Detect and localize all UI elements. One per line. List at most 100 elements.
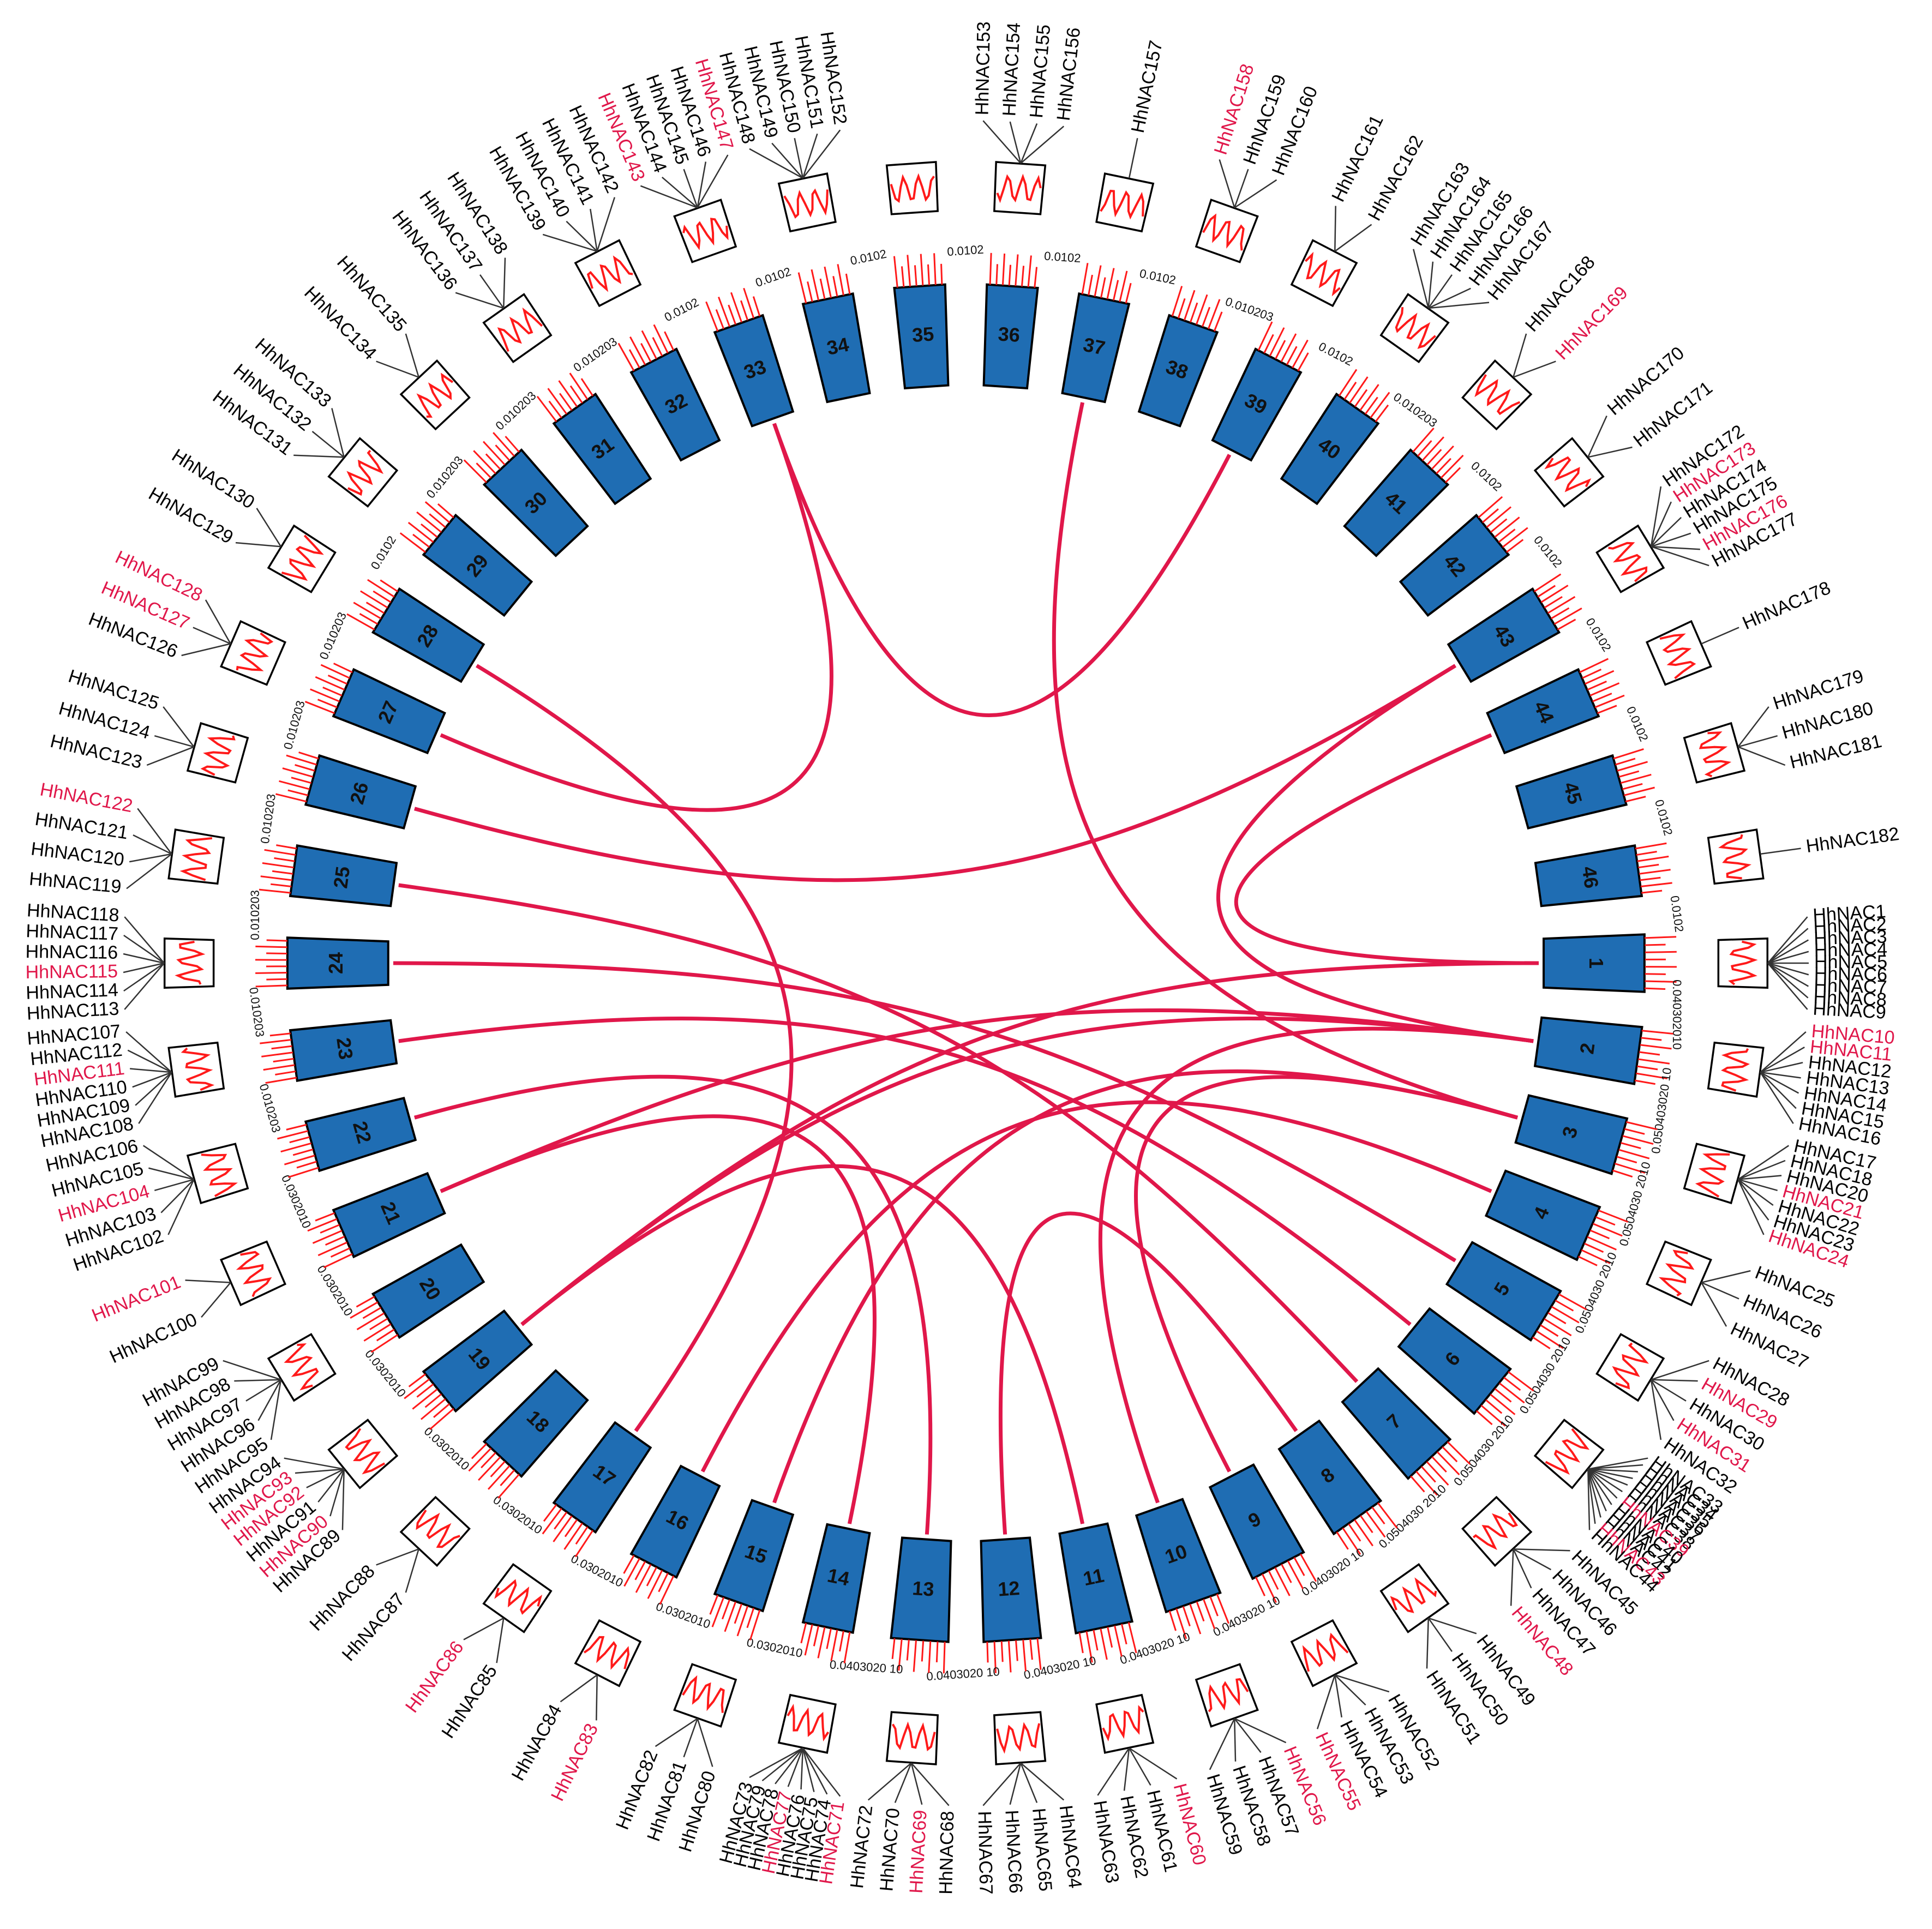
scale-tick bbox=[901, 266, 905, 287]
scale-tick bbox=[1592, 693, 1612, 702]
scale-tick bbox=[837, 264, 844, 296]
density-box bbox=[1595, 524, 1665, 593]
scale-tick bbox=[1354, 389, 1368, 407]
scale-tick bbox=[271, 883, 292, 887]
gene-connector bbox=[1737, 1179, 1765, 1235]
scale-tick bbox=[717, 296, 730, 327]
gene-connector bbox=[127, 1049, 172, 1073]
scale-tick bbox=[653, 324, 669, 354]
gene-connector bbox=[1128, 138, 1138, 179]
gene-connector bbox=[123, 953, 165, 964]
scale-tick bbox=[1183, 290, 1196, 321]
gene-connector bbox=[129, 853, 172, 863]
scale-tick bbox=[485, 453, 501, 470]
density-line bbox=[1659, 633, 1696, 680]
scale-tick bbox=[416, 511, 442, 533]
gene-label: HhNAC7 bbox=[1814, 975, 1887, 998]
gene-connector bbox=[234, 1379, 281, 1382]
scale-tick bbox=[269, 1032, 291, 1037]
gene-connector bbox=[1234, 179, 1277, 208]
scale-tick bbox=[416, 1383, 434, 1398]
density-line bbox=[682, 1675, 725, 1713]
scale-tick bbox=[1498, 528, 1516, 543]
scale-label: 0.010203 bbox=[493, 389, 538, 433]
gene-connector bbox=[1738, 1179, 1778, 1192]
scale-tick bbox=[1618, 1149, 1650, 1159]
scale-tick bbox=[1349, 376, 1369, 404]
scale-tick bbox=[1189, 302, 1198, 323]
scale-tick bbox=[1426, 1461, 1449, 1486]
scale-label: 0.0504030 2010 bbox=[1376, 1482, 1449, 1551]
density-line bbox=[175, 940, 206, 985]
scale-label: 0.0504030 2010 bbox=[1517, 1335, 1574, 1416]
density-box bbox=[1195, 199, 1259, 263]
scale-tick bbox=[1551, 1306, 1580, 1324]
scale-tick bbox=[1196, 1601, 1205, 1622]
gene-connector bbox=[123, 962, 165, 973]
gene-label: HhNAC2 bbox=[1813, 914, 1887, 938]
scale-tick bbox=[927, 264, 931, 285]
scale-label: 0.0102 bbox=[1468, 459, 1504, 494]
scale-tick bbox=[1626, 1121, 1658, 1131]
synteny-link bbox=[440, 423, 833, 812]
scale-tick bbox=[641, 330, 657, 359]
scale-tick bbox=[740, 300, 749, 321]
chromosome-38 bbox=[1137, 314, 1219, 428]
gene-connector bbox=[1009, 1763, 1022, 1805]
scale-tick bbox=[554, 1512, 567, 1530]
gene-connector bbox=[1767, 963, 1808, 1010]
scale-tick bbox=[928, 1641, 932, 1673]
gene-connector bbox=[1587, 1469, 1612, 1505]
gene-label: HhNAC120 bbox=[30, 838, 125, 870]
scale-tick bbox=[559, 393, 573, 411]
gene-label: HhNAC1 bbox=[1812, 901, 1886, 926]
scale-tick bbox=[1638, 863, 1659, 869]
scale-tick bbox=[634, 1561, 646, 1581]
scale-tick bbox=[412, 533, 430, 548]
scale-tick bbox=[363, 1323, 392, 1342]
scale-tick bbox=[266, 952, 287, 954]
scale-tick bbox=[1478, 496, 1503, 519]
scale-tick bbox=[1022, 1639, 1027, 1672]
scale-tick bbox=[1196, 294, 1208, 325]
density-box bbox=[186, 1143, 249, 1205]
gene-connector bbox=[1738, 1159, 1786, 1180]
gene-connector bbox=[802, 1747, 815, 1792]
gene-connector bbox=[1588, 1464, 1643, 1470]
scale-tick bbox=[490, 1461, 506, 1477]
scale-tick bbox=[935, 1641, 939, 1662]
gene-connector bbox=[596, 197, 616, 252]
scale-tick bbox=[346, 613, 375, 630]
scale-tick bbox=[1482, 508, 1499, 523]
scale-tick bbox=[284, 1155, 315, 1165]
scale-tick bbox=[1503, 1377, 1521, 1391]
scale-tick bbox=[1645, 987, 1666, 990]
scale-label: 0.0403020 10 bbox=[829, 1657, 903, 1676]
scale-tick bbox=[260, 1039, 292, 1044]
gene-connector bbox=[223, 1360, 281, 1380]
scale-tick bbox=[1485, 1399, 1503, 1414]
scale-tick bbox=[505, 436, 520, 453]
scale-tick bbox=[1589, 682, 1620, 696]
scale-tick bbox=[1078, 1632, 1084, 1654]
scale-tick bbox=[658, 1572, 669, 1593]
gene-connector bbox=[1701, 1282, 1727, 1327]
gene-connector bbox=[1760, 848, 1801, 855]
chromosome-8 bbox=[1277, 1419, 1383, 1536]
scale-tick bbox=[1114, 1625, 1123, 1657]
gene-label: HhNAC83 bbox=[547, 1720, 602, 1804]
scale-tick bbox=[1617, 761, 1648, 772]
gene-connector bbox=[138, 1072, 172, 1124]
scale-tick bbox=[898, 1639, 903, 1671]
chromosome-number: 1 bbox=[1585, 958, 1607, 969]
gene-connector bbox=[1650, 1379, 1662, 1440]
chromosome-26 bbox=[304, 754, 417, 830]
scale-tick bbox=[1336, 1531, 1349, 1550]
scale-tick bbox=[333, 663, 353, 674]
density-line bbox=[1302, 1632, 1349, 1672]
scale-tick bbox=[1637, 855, 1669, 862]
scale-label: 0.010203 bbox=[281, 699, 308, 751]
scale-tick bbox=[1555, 1300, 1574, 1312]
scale-tick bbox=[1636, 1072, 1667, 1080]
scale-label: 0.0302010 bbox=[746, 1635, 804, 1660]
